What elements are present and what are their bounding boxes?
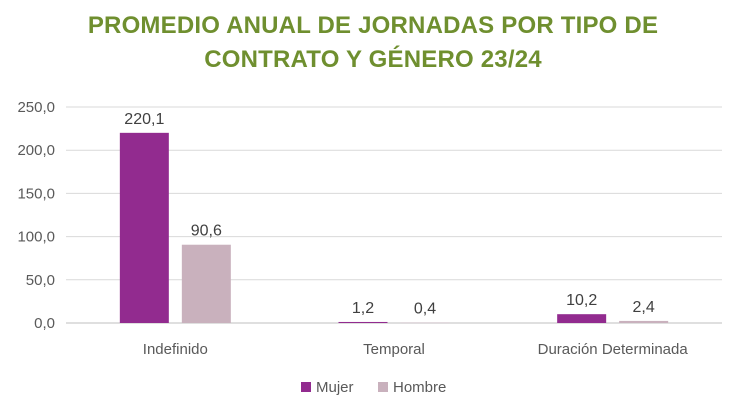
bar: [119, 132, 169, 323]
y-tick-label: 250,0: [17, 99, 55, 116]
y-tick-label: 0,0: [34, 315, 55, 332]
data-label: 2,4: [633, 299, 655, 316]
data-label: 0,4: [414, 301, 436, 318]
chart-title-line-2: CONTRATO Y GÉNERO 23/24: [204, 46, 542, 73]
bar: [181, 244, 231, 323]
bar: [400, 322, 450, 324]
y-tick-label: 150,0: [17, 185, 55, 202]
data-label: 10,2: [566, 292, 597, 309]
data-label: 1,2: [352, 300, 374, 317]
legend-label: Hombre: [393, 379, 446, 396]
y-tick-label: 200,0: [17, 142, 55, 159]
y-tick-label: 50,0: [26, 272, 55, 289]
legend-swatch: [301, 382, 311, 392]
x-tick-label: Indefinido: [143, 341, 208, 358]
legend-label: Mujer: [316, 379, 354, 396]
data-label: 220,1: [124, 111, 164, 128]
x-tick-label: Temporal: [363, 341, 425, 358]
data-label: 90,6: [191, 223, 222, 240]
bar: [338, 321, 388, 323]
y-tick-label: 100,0: [17, 229, 55, 246]
x-tick-label: Duración Determinada: [538, 341, 689, 358]
legend-swatch: [378, 382, 388, 392]
chart-title-line-1: PROMEDIO ANUAL DE JORNADAS POR TIPO DE: [87, 12, 659, 39]
bar: [619, 320, 669, 323]
bar: [557, 314, 607, 323]
